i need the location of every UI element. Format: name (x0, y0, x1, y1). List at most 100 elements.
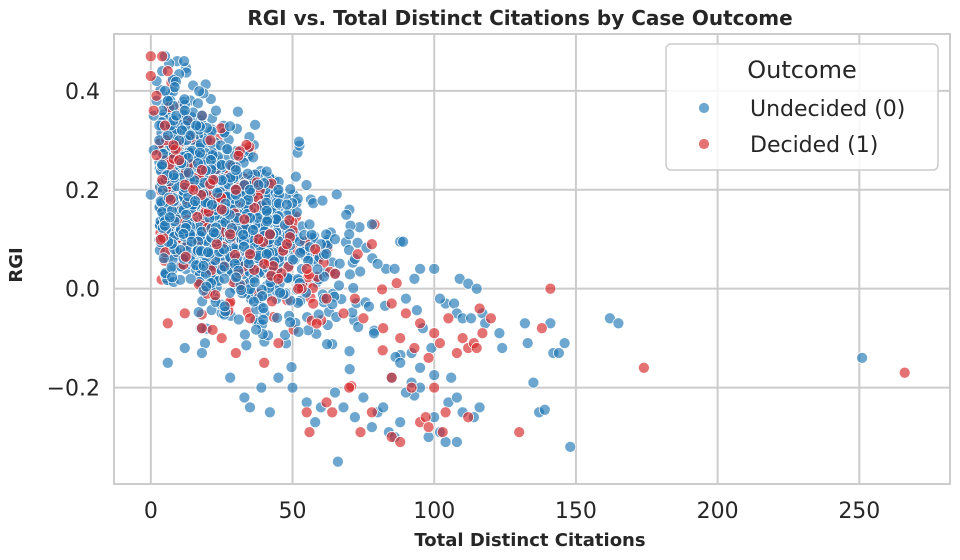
scatter-point-decided (191, 211, 204, 223)
scatter-point-undecided (232, 105, 244, 118)
scatter-point-undecided (434, 292, 446, 305)
scatter-point-undecided (519, 317, 531, 330)
scatter-point-decided (272, 337, 285, 349)
scatter-point-decided (414, 317, 426, 330)
scatter-point-decided (303, 426, 316, 438)
scatter-point-decided (405, 381, 418, 394)
scatter-point-undecided (371, 258, 384, 270)
scatter-point-decided (161, 65, 174, 77)
scatter-point-decided (307, 297, 320, 310)
scatter-point-undecided (189, 195, 201, 207)
tick-labels: 0 50 100 150 200 250 −0.2 0.0 0.2 0.4 (47, 80, 881, 524)
scatter-point-undecided (279, 329, 291, 341)
y-tick-label: −0.2 (47, 377, 100, 402)
scatter-point-undecided (218, 300, 231, 313)
scatter-point-decided (366, 238, 378, 251)
scatter-point-undecided (239, 328, 251, 341)
scatter-point-undecided (294, 247, 307, 259)
legend-marker-undecided (698, 102, 710, 114)
scatter-point-undecided (178, 104, 191, 117)
scatter-point-decided (266, 295, 278, 308)
scatter-point-undecided (257, 313, 270, 326)
scatter-point-decided (300, 263, 313, 275)
scatter-point-decided (154, 233, 167, 246)
scatter-point-undecided (347, 282, 360, 294)
scatter-point-undecided (238, 391, 251, 404)
scatter-point-decided (156, 50, 169, 63)
scatter-point-decided (215, 203, 228, 216)
series-decided (144, 50, 911, 448)
scatter-point-decided (434, 337, 446, 349)
scatter-point-decided (343, 381, 356, 394)
scatter-point-decided (244, 312, 256, 325)
scatter-point-undecided (196, 109, 208, 122)
scatter-point-decided (300, 406, 313, 419)
scatter-point-decided (428, 381, 441, 394)
scatter-point-undecided (161, 129, 174, 142)
scatter-point-decided (248, 202, 261, 214)
scatter-point-undecided (340, 208, 353, 221)
scatter-point-undecided (252, 178, 265, 191)
scatter-point-decided (536, 322, 548, 335)
scatter-point-decided (264, 228, 276, 241)
scatter-point-decided (156, 174, 169, 186)
x-axis-label: Total Distinct Citations (414, 530, 645, 551)
scatter-point-decided (252, 233, 265, 246)
scatter-point-decided (210, 238, 223, 251)
scatter-point-undecided (303, 218, 316, 231)
scatter-point-undecided (368, 327, 380, 340)
scatter-point-undecided (178, 342, 191, 354)
scatter-point-decided (419, 411, 432, 424)
scatter-point-undecided (300, 396, 313, 409)
scatter-point-undecided (286, 381, 299, 394)
scatter-point-undecided (244, 401, 256, 414)
scatter-point-undecided (397, 235, 409, 248)
scatter-point-undecided (564, 441, 577, 453)
scatter-point-undecided (207, 226, 220, 239)
scatter-point-decided (394, 436, 407, 448)
scatter-point-decided (196, 164, 208, 176)
scatter-point-decided (230, 347, 242, 359)
scatter-point-undecided (311, 263, 324, 276)
scatter-point-decided (394, 332, 407, 344)
scatter-point-undecided (394, 356, 407, 369)
scatter-point-undecided (496, 342, 509, 354)
scatter-point-undecided (553, 347, 565, 359)
scatter-point-undecided (284, 183, 297, 196)
scatter-point-decided (400, 307, 412, 320)
scatter-point-undecided (190, 119, 203, 132)
scatter-point-decided (164, 193, 177, 206)
scatter-point-undecided (250, 323, 262, 336)
scatter-point-decided (207, 174, 220, 186)
scatter-point-undecided (272, 371, 285, 384)
legend-title: Outcome (747, 56, 857, 84)
scatter-point-decided (439, 406, 452, 419)
scatter-point-decided (456, 332, 469, 344)
scatter-point-decided (196, 322, 208, 335)
scatter-point-decided (204, 134, 217, 147)
scatter-point-decided (179, 250, 192, 263)
scatter-point-undecided (448, 297, 460, 310)
scatter-point-undecided (272, 183, 285, 196)
scatter-point-undecided (300, 179, 313, 191)
scatter-point-undecided (235, 284, 247, 296)
scatter-point-decided (898, 366, 911, 379)
scatter-point-decided (422, 352, 435, 364)
scatter-point-decided (272, 272, 285, 285)
scatter-point-decided (422, 421, 435, 433)
scatter-point-undecided (287, 253, 299, 266)
scatter-point-decided (292, 282, 305, 295)
scatter-point-undecided (343, 363, 356, 376)
scatter-point-decided (436, 426, 449, 438)
scatter-point-decided (376, 283, 388, 296)
scatter-point-undecided (230, 271, 242, 284)
scatter-point-undecided (224, 371, 237, 384)
scatter-point-undecided (157, 252, 170, 265)
scatter-point-undecided (221, 143, 234, 155)
scatter-point-undecided (329, 233, 341, 246)
scatter-point-decided (485, 312, 497, 325)
scatter-point-decided (150, 89, 163, 102)
scatter-point-undecided (177, 228, 190, 240)
scatter-point-decided (150, 149, 163, 162)
scatter-point-decided (244, 248, 256, 260)
